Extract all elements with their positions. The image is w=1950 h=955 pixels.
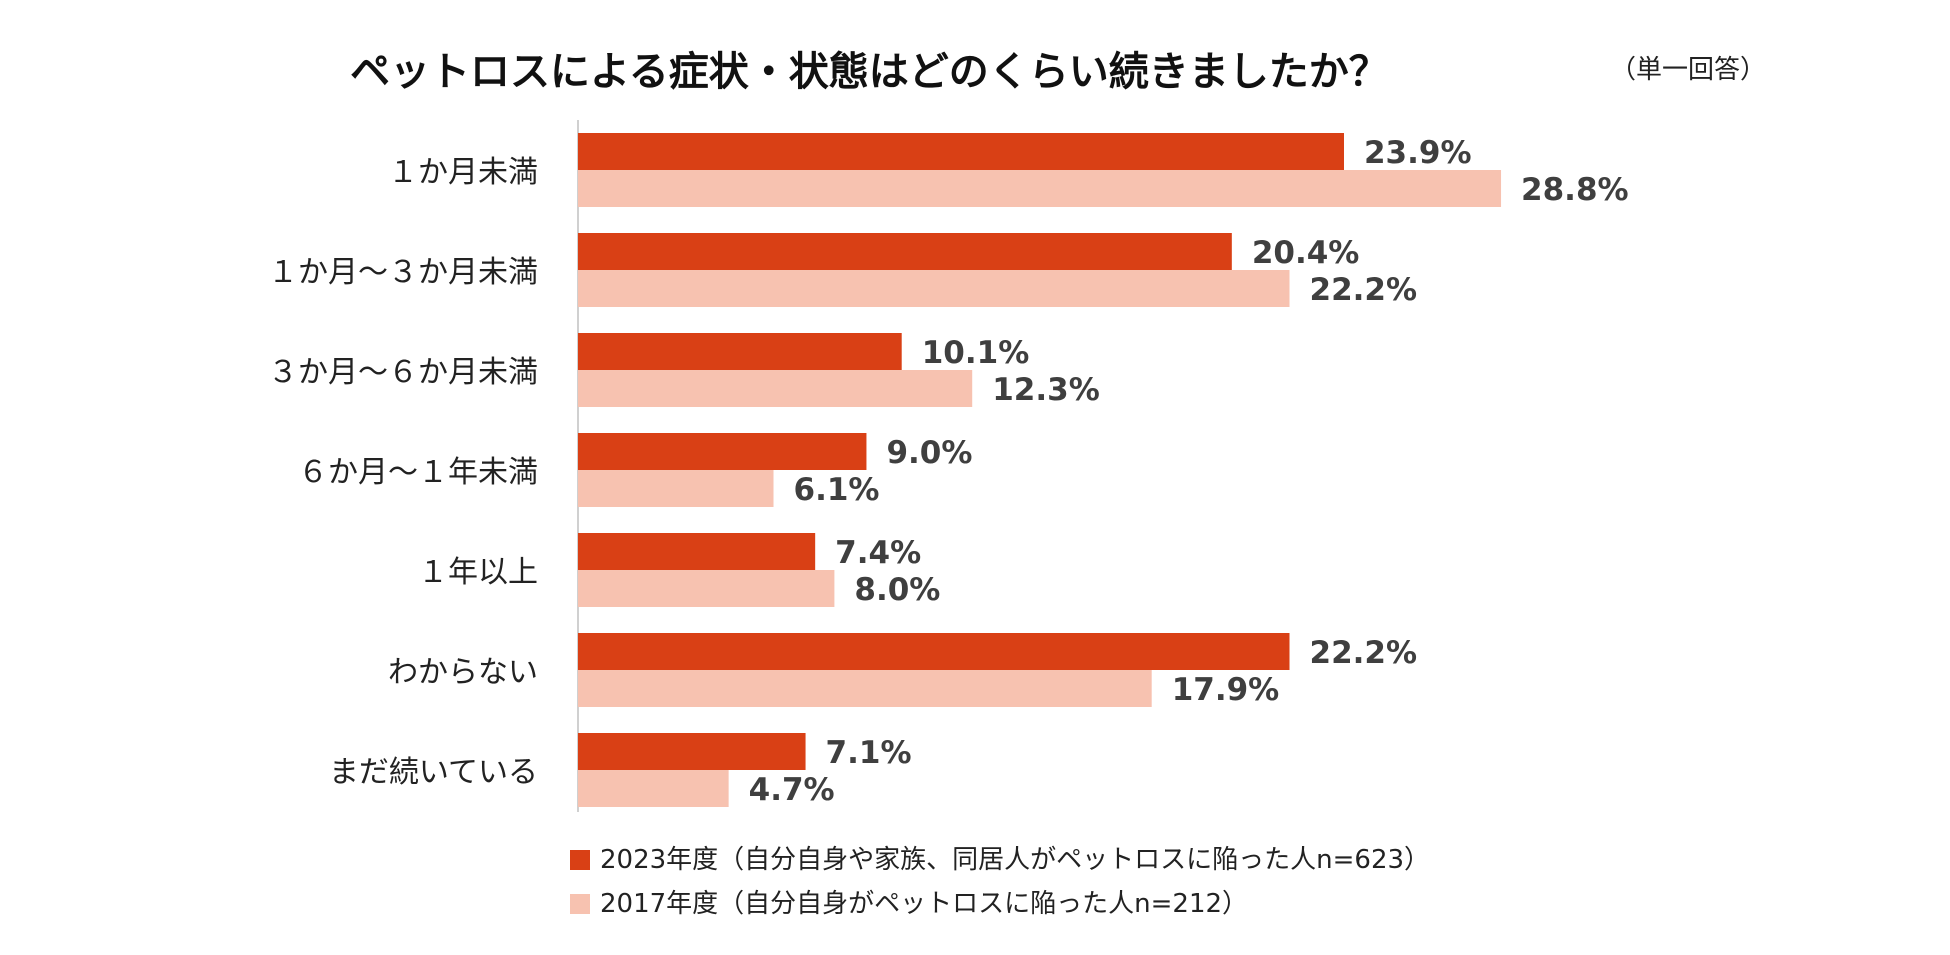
bar-2023	[578, 133, 1344, 170]
value-label-2017: 6.1%	[794, 472, 880, 508]
value-label-2023: 9.0%	[886, 435, 972, 471]
bar-2023	[578, 233, 1232, 270]
bar-2023	[578, 733, 806, 770]
bar-2017	[578, 570, 835, 607]
chart-subtitle: （単一回答）	[1610, 55, 1766, 85]
chart-title: ペットロスによる症状・状態はどのくらい続きましたか？	[350, 49, 1389, 95]
bar-2017	[578, 670, 1152, 707]
bar-2017	[578, 370, 973, 407]
value-label-2017: 4.7%	[749, 772, 835, 808]
legend-swatch-2017	[570, 894, 590, 914]
legend-label-2017: 2017年度（自分自身がペットロスに陥った人n=212）	[600, 889, 1248, 919]
category-label: まだ続いている	[329, 755, 538, 790]
bars-layer: １か月未満23.9%28.8%１か月～３か月未満20.4%22.2%３か月～６か…	[268, 133, 1629, 808]
bar-2017	[578, 770, 729, 807]
category-label: わからない	[388, 655, 538, 690]
bar-2023	[578, 533, 816, 570]
value-label-2023: 22.2%	[1310, 635, 1418, 671]
value-label-2017: 17.9%	[1172, 672, 1280, 708]
bar-2023	[578, 633, 1290, 670]
value-label-2023: 7.4%	[835, 535, 921, 571]
bar-2017	[578, 470, 774, 507]
value-label-2023: 23.9%	[1364, 135, 1472, 171]
bar-2023	[578, 333, 902, 370]
value-label-2017: 22.2%	[1310, 272, 1418, 308]
bar-2017	[578, 170, 1502, 207]
category-label: １か月未満	[388, 155, 538, 190]
value-label-2023: 7.1%	[826, 735, 912, 771]
value-label-2017: 8.0%	[854, 572, 940, 608]
category-label: １年以上	[418, 555, 538, 590]
bar-2023	[578, 433, 867, 470]
category-label: ３か月～６か月未満	[268, 355, 538, 390]
value-label-2023: 10.1%	[922, 335, 1030, 371]
value-label-2023: 20.4%	[1252, 235, 1360, 271]
legend-label-2023: 2023年度（自分自身や家族、同居人がペットロスに陥った人n=623）	[600, 845, 1430, 875]
legend-swatch-2023	[570, 850, 590, 870]
legend: 2023年度（自分自身や家族、同居人がペットロスに陥った人n=623） 2017年…	[570, 845, 1430, 919]
category-label: １か月～３か月未満	[268, 255, 538, 290]
category-label: ６か月～１年未満	[298, 455, 538, 490]
value-label-2017: 28.8%	[1521, 172, 1629, 208]
bar-2017	[578, 270, 1290, 307]
value-label-2017: 12.3%	[992, 372, 1100, 408]
